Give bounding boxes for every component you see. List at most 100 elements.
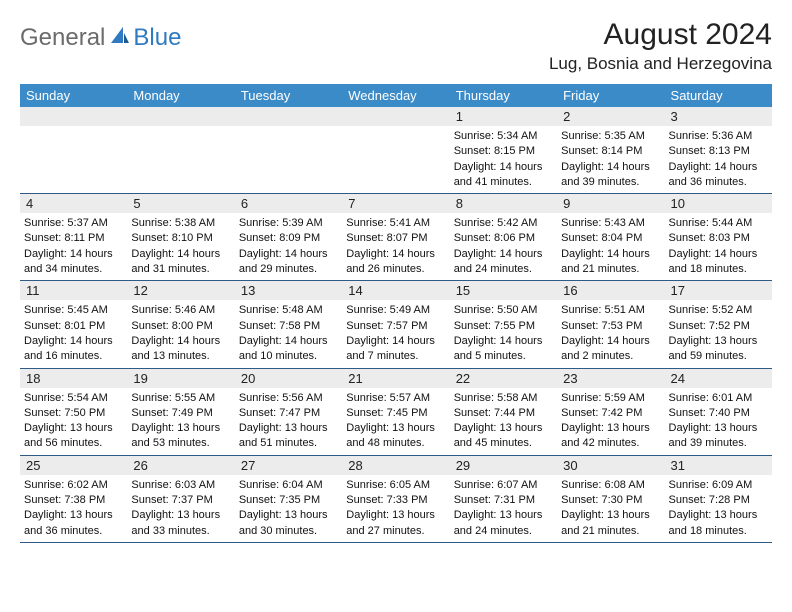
day-cell: Sunrise: 5:58 AMSunset: 7:44 PMDaylight:…	[450, 390, 557, 455]
day-d1: Daylight: 13 hours	[24, 508, 123, 522]
day-cell: Sunrise: 5:37 AMSunset: 8:11 PMDaylight:…	[20, 215, 127, 280]
day-ss: Sunset: 8:01 PM	[24, 319, 123, 333]
day-number: 20	[235, 369, 342, 388]
day-number: 13	[235, 281, 342, 300]
day-sr: Sunrise: 5:34 AM	[454, 129, 553, 143]
day-d1: Daylight: 14 hours	[239, 247, 338, 261]
day-ss: Sunset: 7:47 PM	[239, 406, 338, 420]
day-sr: Sunrise: 5:52 AM	[669, 303, 768, 317]
day-number: 18	[20, 369, 127, 388]
day-cell: Sunrise: 6:09 AMSunset: 7:28 PMDaylight:…	[665, 477, 772, 542]
day-number: 21	[342, 369, 449, 388]
day-number: 25	[20, 456, 127, 475]
day-d1: Daylight: 13 hours	[24, 421, 123, 435]
week-row: Sunrise: 6:02 AMSunset: 7:38 PMDaylight:…	[20, 477, 772, 543]
day-cell	[127, 128, 234, 193]
day-ss: Sunset: 7:40 PM	[669, 406, 768, 420]
day-d2: and 33 minutes.	[131, 524, 230, 538]
day-d2: and 48 minutes.	[346, 436, 445, 450]
day-ss: Sunset: 7:53 PM	[561, 319, 660, 333]
day-sr: Sunrise: 5:58 AM	[454, 391, 553, 405]
day-cell: Sunrise: 5:35 AMSunset: 8:14 PMDaylight:…	[557, 128, 664, 193]
day-header: Saturday	[665, 84, 772, 107]
day-sr: Sunrise: 5:50 AM	[454, 303, 553, 317]
day-number: 3	[665, 107, 772, 126]
day-number: 31	[665, 456, 772, 475]
day-d1: Daylight: 13 hours	[561, 421, 660, 435]
day-cell: Sunrise: 5:41 AMSunset: 8:07 PMDaylight:…	[342, 215, 449, 280]
day-number	[20, 107, 127, 126]
day-sr: Sunrise: 6:01 AM	[669, 391, 768, 405]
day-number	[342, 107, 449, 126]
day-ss: Sunset: 8:07 PM	[346, 231, 445, 245]
day-ss: Sunset: 7:35 PM	[239, 493, 338, 507]
day-ss: Sunset: 7:30 PM	[561, 493, 660, 507]
day-header: Tuesday	[235, 84, 342, 107]
day-ss: Sunset: 7:57 PM	[346, 319, 445, 333]
day-number: 19	[127, 369, 234, 388]
day-number: 14	[342, 281, 449, 300]
day-header: Thursday	[450, 84, 557, 107]
day-sr: Sunrise: 5:48 AM	[239, 303, 338, 317]
day-cell: Sunrise: 5:43 AMSunset: 8:04 PMDaylight:…	[557, 215, 664, 280]
day-cell: Sunrise: 5:54 AMSunset: 7:50 PMDaylight:…	[20, 390, 127, 455]
day-d1: Daylight: 14 hours	[561, 247, 660, 261]
day-d2: and 27 minutes.	[346, 524, 445, 538]
day-d1: Daylight: 13 hours	[454, 508, 553, 522]
day-ss: Sunset: 7:55 PM	[454, 319, 553, 333]
day-d1: Daylight: 14 hours	[346, 247, 445, 261]
day-d2: and 24 minutes.	[454, 262, 553, 276]
day-header: Monday	[127, 84, 234, 107]
day-sr: Sunrise: 5:49 AM	[346, 303, 445, 317]
week-row: Sunrise: 5:37 AMSunset: 8:11 PMDaylight:…	[20, 215, 772, 281]
week-row: Sunrise: 5:45 AMSunset: 8:01 PMDaylight:…	[20, 302, 772, 368]
day-ss: Sunset: 8:03 PM	[669, 231, 768, 245]
day-ss: Sunset: 8:13 PM	[669, 144, 768, 158]
day-number: 26	[127, 456, 234, 475]
day-sr: Sunrise: 6:09 AM	[669, 478, 768, 492]
day-ss: Sunset: 8:14 PM	[561, 144, 660, 158]
daynum-row: 123	[20, 107, 772, 126]
page-header: General Blue August 2024 Lug, Bosnia and…	[20, 18, 772, 74]
day-sr: Sunrise: 5:35 AM	[561, 129, 660, 143]
day-cell	[342, 128, 449, 193]
day-number: 22	[450, 369, 557, 388]
day-ss: Sunset: 8:06 PM	[454, 231, 553, 245]
day-ss: Sunset: 7:58 PM	[239, 319, 338, 333]
day-sr: Sunrise: 6:05 AM	[346, 478, 445, 492]
day-ss: Sunset: 7:45 PM	[346, 406, 445, 420]
logo-text-2: Blue	[133, 24, 181, 52]
day-d2: and 36 minutes.	[24, 524, 123, 538]
day-cell: Sunrise: 5:46 AMSunset: 8:00 PMDaylight:…	[127, 302, 234, 367]
day-number: 12	[127, 281, 234, 300]
day-d2: and 36 minutes.	[669, 175, 768, 189]
day-d1: Daylight: 13 hours	[669, 334, 768, 348]
day-d1: Daylight: 13 hours	[346, 508, 445, 522]
day-d1: Daylight: 14 hours	[669, 247, 768, 261]
day-d2: and 24 minutes.	[454, 524, 553, 538]
day-cell: Sunrise: 5:48 AMSunset: 7:58 PMDaylight:…	[235, 302, 342, 367]
day-d2: and 31 minutes.	[131, 262, 230, 276]
day-d1: Daylight: 14 hours	[561, 334, 660, 348]
day-cell: Sunrise: 6:04 AMSunset: 7:35 PMDaylight:…	[235, 477, 342, 542]
day-d2: and 30 minutes.	[239, 524, 338, 538]
day-number	[127, 107, 234, 126]
day-sr: Sunrise: 6:02 AM	[24, 478, 123, 492]
day-d2: and 29 minutes.	[239, 262, 338, 276]
day-d2: and 13 minutes.	[131, 349, 230, 363]
day-d1: Daylight: 13 hours	[669, 421, 768, 435]
day-ss: Sunset: 8:09 PM	[239, 231, 338, 245]
day-d1: Daylight: 14 hours	[454, 247, 553, 261]
day-number: 7	[342, 194, 449, 213]
day-ss: Sunset: 7:42 PM	[561, 406, 660, 420]
day-cell: Sunrise: 5:51 AMSunset: 7:53 PMDaylight:…	[557, 302, 664, 367]
day-d1: Daylight: 14 hours	[24, 247, 123, 261]
day-number: 6	[235, 194, 342, 213]
day-sr: Sunrise: 6:04 AM	[239, 478, 338, 492]
day-header: Sunday	[20, 84, 127, 107]
day-number: 5	[127, 194, 234, 213]
day-cell: Sunrise: 5:39 AMSunset: 8:09 PMDaylight:…	[235, 215, 342, 280]
day-number: 17	[665, 281, 772, 300]
day-number: 10	[665, 194, 772, 213]
day-d1: Daylight: 13 hours	[454, 421, 553, 435]
